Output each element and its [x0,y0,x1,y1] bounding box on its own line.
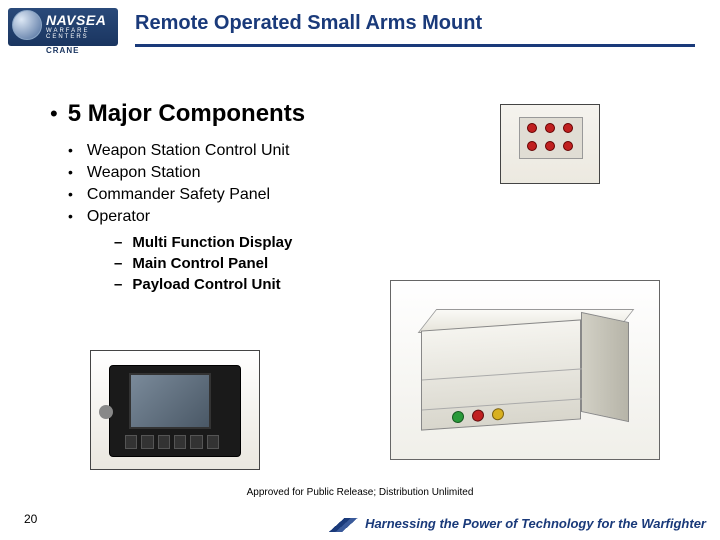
footer-tagline: Harnessing the Power of Technology for t… [323,516,706,532]
list-item-text: Weapon Station [87,164,201,182]
sub-list-item: – Main Control Panel [114,255,450,272]
page-number: 20 [24,512,37,526]
bullet-dot-icon: • [68,209,73,223]
list-item-text: Commander Safety Panel [87,186,270,204]
sub-list-item-text: Multi Function Display [132,234,292,251]
list-item: • Operator [68,208,450,226]
sub-list-item-text: Payload Control Unit [132,276,280,293]
list-item-text: Operator [87,208,150,226]
title-underline [135,44,695,47]
bullet-dot-icon: • [50,103,58,125]
bullet-dot-icon: • [68,187,73,201]
slide-title: Remote Operated Small Arms Mount [135,12,482,35]
sub-list-item: – Multi Function Display [114,234,450,251]
component-list: • Weapon Station Control Unit • Weapon S… [68,142,450,293]
logo-globe-icon [12,10,42,40]
bullet-dot-icon: • [68,143,73,157]
control-unit-image [390,280,660,460]
slide-header: NAVSEA WARFARE CENTERS CRANE Remote Oper… [0,0,720,70]
logo-background: NAVSEA WARFARE CENTERS [8,8,118,46]
safety-panel-image [500,104,600,184]
navsea-logo: NAVSEA WARFARE CENTERS CRANE [8,8,118,58]
slide-body: • 5 Major Components • Weapon Station Co… [50,100,450,297]
logo-site-text: CRANE [46,46,79,55]
list-item: • Weapon Station [68,164,450,182]
tagline-text: Harnessing the Power of Technology for t… [365,516,706,531]
bullet-dash-icon: – [114,255,122,272]
logo-sub-text: WARFARE CENTERS [46,28,118,40]
main-heading-bullet: • 5 Major Components [50,100,450,128]
main-heading-text: 5 Major Components [68,100,305,128]
bullet-dash-icon: – [114,276,122,293]
list-item-text: Weapon Station Control Unit [87,142,289,160]
mfd-console-image [90,350,260,470]
logo-primary-text: NAVSEA [46,12,106,28]
sub-list-item-text: Main Control Panel [132,255,268,272]
bullet-dot-icon: • [68,165,73,179]
list-item: • Commander Safety Panel [68,186,450,204]
bullet-dash-icon: – [114,234,122,251]
release-statement: Approved for Public Release; Distributio… [0,487,720,498]
list-item: • Weapon Station Control Unit [68,142,450,160]
tagline-swoosh-icon [319,518,362,532]
